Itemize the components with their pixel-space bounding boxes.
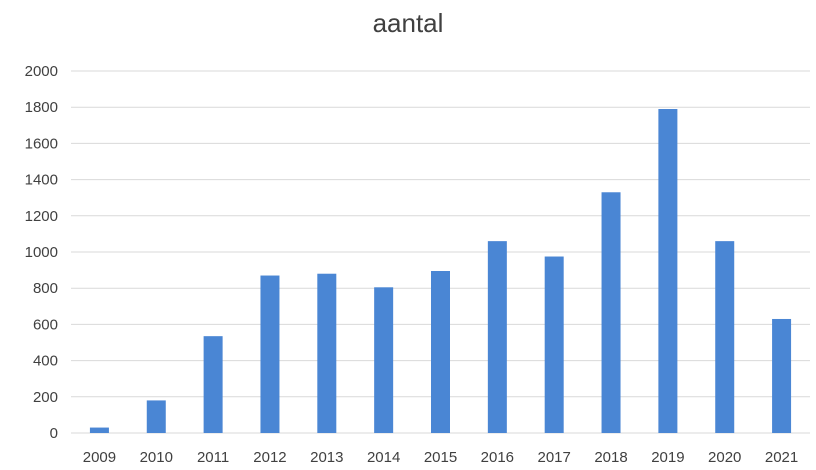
x-axis-tick-labels: 2009 2010 2011 2012 2013 2014 2015 2016 2017 2018… — [83, 449, 799, 466]
x-tick-label: 2009 — [83, 449, 116, 466]
bar-2012 — [260, 275, 280, 433]
x-tick-label: 2017 — [538, 449, 571, 466]
x-tick-label: 2012 — [253, 449, 286, 466]
bar-2016 — [487, 241, 507, 433]
x-tick-label: 2018 — [594, 449, 627, 466]
x-tick-label: 2019 — [651, 449, 684, 466]
y-axis-tick-labels: 0 200 400 600 800 1000 1200 1400 1600 1800 2000 — [25, 63, 58, 442]
bar-2019 — [658, 109, 678, 433]
bar-2015 — [431, 271, 450, 433]
y-tick-label: 1400 — [25, 172, 58, 189]
y-tick-label: 1600 — [25, 135, 58, 152]
x-tick-label: 2013 — [310, 449, 343, 466]
x-tick-label: 2020 — [708, 449, 741, 466]
bar-2017 — [544, 256, 564, 433]
bar-2014 — [374, 287, 394, 433]
bar-2013 — [317, 273, 337, 433]
chart-title: aantal — [372, 8, 444, 38]
y-tick-label: 0 — [50, 425, 58, 442]
bar-2020 — [715, 241, 735, 433]
bar-2018 — [601, 192, 621, 433]
y-tick-label: 1000 — [25, 244, 58, 261]
y-tick-label: 1800 — [25, 99, 58, 116]
bar-series — [89, 109, 792, 433]
x-tick-label: 2021 — [765, 449, 798, 466]
y-tick-label: 1200 — [25, 208, 58, 225]
x-tick-label: 2016 — [481, 449, 514, 466]
x-tick-label: 2015 — [424, 449, 457, 466]
y-tick-label: 200 — [33, 389, 58, 406]
x-tick-label: 2011 — [197, 449, 229, 466]
y-tick-label: 600 — [33, 316, 58, 333]
y-tick-label: 800 — [33, 280, 58, 297]
x-tick-label: 2010 — [140, 449, 173, 466]
y-tick-label: 400 — [33, 353, 58, 370]
bar-2011 — [203, 336, 223, 433]
bar-2010 — [146, 400, 166, 433]
bar-2009 — [89, 427, 109, 433]
x-tick-label: 2014 — [367, 449, 400, 466]
y-tick-label: 2000 — [25, 63, 58, 80]
bar-2021 — [772, 318, 792, 433]
